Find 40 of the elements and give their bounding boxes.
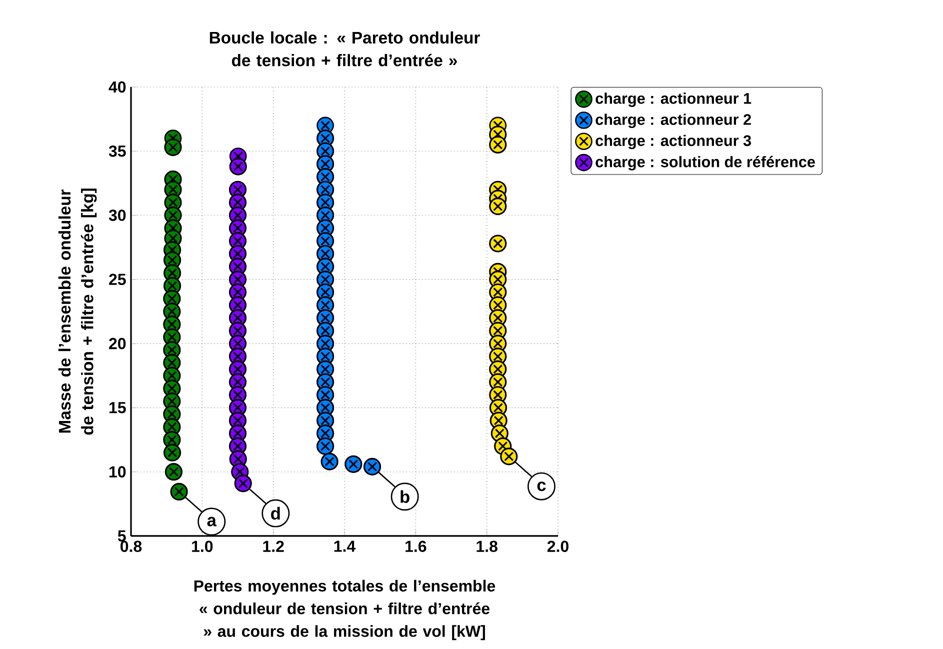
legend-label: charge : actionneur 3: [596, 134, 752, 150]
y-tick-label: 15: [110, 402, 126, 414]
annotation: c: [537, 482, 546, 492]
point: [489, 136, 507, 154]
legend-label: charge : actionneur 1: [596, 92, 752, 107]
y-tick-label: 30: [108, 210, 126, 221]
legend-label: charge : actionneur 2: [596, 114, 751, 128]
x-tick-label: 0.8: [120, 540, 142, 552]
y-tick-label: 25: [109, 274, 126, 286]
point: [363, 458, 382, 476]
point: [164, 138, 182, 156]
point: [316, 437, 334, 455]
point: [500, 448, 518, 466]
point: [170, 482, 188, 501]
x-axis-title: Pertes moyennes totales de l’ensemble « onduleur de tension + filtre d’entrée » au cours de la mission de vol [kW]: [194, 580, 496, 640]
y-tick-label: 10: [110, 466, 126, 478]
point: [229, 158, 247, 176]
annotation: a: [207, 516, 217, 526]
y-tick-label: 20: [109, 338, 126, 350]
x-tick-label: 1.2: [263, 540, 284, 552]
legend-label: charge : solution de référence: [596, 156, 815, 170]
annotation: b: [400, 490, 410, 503]
point: [164, 463, 183, 481]
point: [344, 455, 362, 473]
y-tick-label: 40: [108, 81, 126, 93]
y-tick-label: 5: [118, 530, 126, 542]
x-tick-label: 2.0: [547, 540, 568, 552]
annotation: d: [271, 506, 280, 520]
point: [489, 234, 507, 252]
point: [489, 197, 507, 216]
chart-title: Boucle locale : « Pareto onduleur de tension + filtre d’entrée »: [210, 31, 480, 66]
point: [163, 444, 182, 462]
x-tick-label: 1.0: [192, 540, 213, 552]
y-tick-label: 35: [108, 145, 126, 157]
point: [234, 474, 252, 492]
x-tick-label: 1.4: [334, 540, 356, 552]
point: [320, 452, 338, 470]
x-tick-label: 1.6: [406, 540, 426, 552]
y-axis-title: Masse de l’ensemble onduleur de tension + filtre d’entrée [kg]: [58, 188, 97, 435]
x-tick-label: 1.8: [476, 540, 498, 552]
